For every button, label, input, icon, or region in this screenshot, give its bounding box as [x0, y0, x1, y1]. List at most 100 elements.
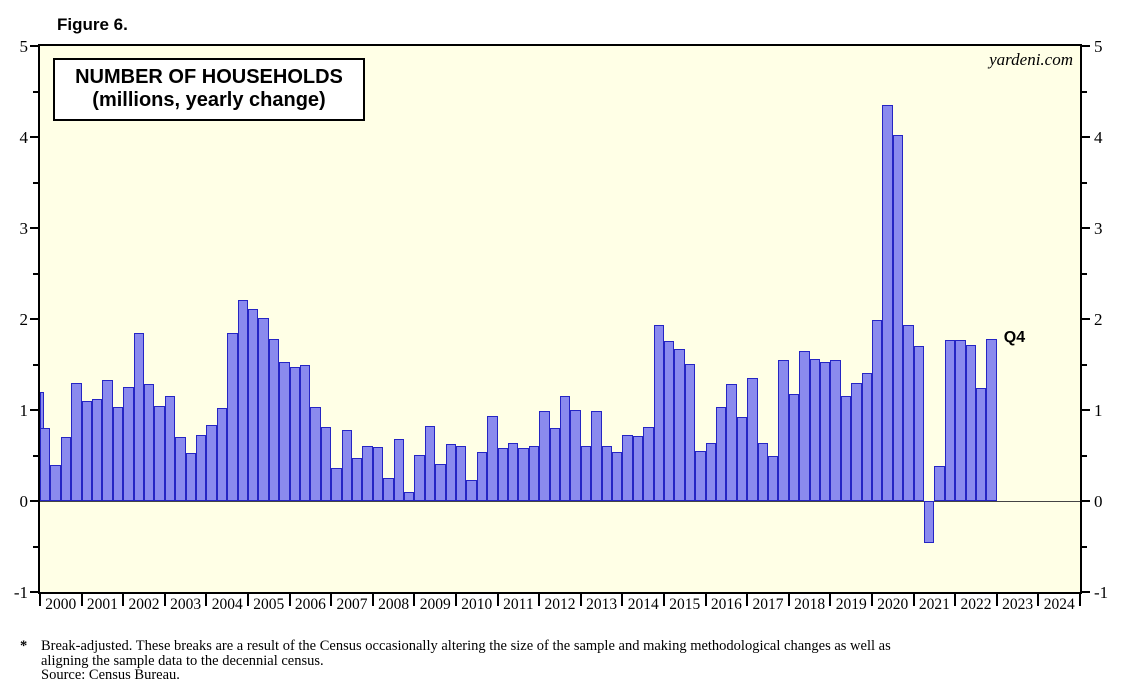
- bar-2004-q4: [237, 299, 248, 501]
- bar-2006-q2: [300, 365, 311, 501]
- x-axis-label-2013: 2013: [586, 596, 618, 613]
- x-year-tick-2007: [330, 594, 333, 606]
- y-axis-label-left-4: 4: [19, 128, 29, 147]
- x-year-tick-2024: [1037, 594, 1040, 606]
- y-major-tick-left-5: [30, 45, 38, 47]
- y-axis-label-right-0: 0: [1094, 492, 1103, 511]
- x-year-tick-2023: [995, 594, 998, 606]
- y-axis-label-right-1: 1: [1094, 401, 1103, 420]
- x-axis-label-2010: 2010: [461, 596, 493, 613]
- y-minor-tick-right-0.5: [1082, 454, 1087, 457]
- bar-2019-q4: [861, 372, 872, 501]
- bar-2011-q2: [508, 442, 519, 501]
- x-year-tick-2003: [163, 594, 166, 606]
- y-minor-tick-left-2.5: [33, 272, 38, 275]
- y-axis-label-right-4: 4: [1094, 128, 1103, 147]
- bar-2021-q4: [944, 339, 956, 501]
- x-axis-label-2024: 2024: [1043, 596, 1075, 613]
- bar-2016-q4: [736, 417, 748, 501]
- bar-2015-q3: [684, 363, 696, 501]
- x-axis-label-2002: 2002: [128, 596, 160, 613]
- bar-2008-q2: [383, 478, 394, 502]
- bar-2000-q3: [60, 437, 72, 501]
- bar-2009-q3: [435, 463, 446, 501]
- bar-2014-q3: [643, 427, 654, 501]
- y-minor-tick-right--0.5: [1082, 545, 1087, 548]
- bar-2000-q2: [50, 464, 61, 501]
- bar-2011-q1: [497, 448, 508, 501]
- bar-2021-q3: [934, 465, 945, 501]
- bar-2010-q2: [466, 480, 477, 501]
- bar-2002-q3: [144, 383, 155, 501]
- chart-subtitle: (millions, yearly change): [92, 89, 326, 111]
- bar-2012-q4: [570, 410, 581, 501]
- footnote-line-3: Source: Census Bureau.: [41, 667, 180, 683]
- bar-2015-q2: [674, 349, 685, 501]
- y-axis-label-right-3: 3: [1094, 219, 1103, 238]
- x-year-tick-2019: [829, 594, 832, 606]
- bar-2000-q1: [40, 428, 51, 501]
- bar-2006-q4: [320, 427, 332, 501]
- bar-2007-q1: [331, 468, 342, 501]
- bar-2016-q3: [726, 383, 737, 501]
- y-minor-tick-left-4.5: [33, 90, 38, 93]
- y-major-tick-right-2: [1082, 318, 1090, 320]
- y-major-tick-right-4: [1082, 136, 1090, 138]
- x-year-tick-2021: [912, 594, 915, 606]
- bar-2022-q3: [976, 388, 987, 501]
- bar-2017-q1: [747, 378, 758, 501]
- y-axis-label-left-0: 0: [19, 492, 29, 511]
- footnote-line-2: aligning the sample data to the decennia…: [41, 652, 324, 669]
- x-axis-label-2016: 2016: [710, 596, 742, 613]
- bar-2004-q3: [227, 332, 238, 501]
- y-major-tick-right-5: [1082, 45, 1090, 47]
- plot-area: NUMBER OF HOUSEHOLDS (millions, yearly c…: [38, 44, 1082, 594]
- y-major-tick-right-1: [1082, 409, 1090, 411]
- footnote-line-1: Break-adjusted. These breaks are a resul…: [41, 638, 891, 654]
- bar-2020-q4: [903, 324, 914, 501]
- bar-2018-q1: [788, 393, 800, 501]
- x-year-tick-2001: [80, 594, 83, 606]
- x-year-tick-2011: [496, 594, 499, 606]
- bar-2020-q2: [882, 105, 893, 501]
- bar-2005-q3: [268, 339, 280, 501]
- x-axis-label-2001: 2001: [86, 596, 118, 613]
- bar-2005-q4: [279, 361, 290, 501]
- x-year-tick-2014: [621, 594, 624, 606]
- x-axis-label-2015: 2015: [669, 596, 701, 613]
- bar-2019-q3: [851, 382, 862, 501]
- x-year-tick-2017: [746, 594, 749, 606]
- bar-2007-q3: [352, 458, 363, 501]
- bar-2009-q1: [414, 454, 425, 501]
- bar-2011-q4: [528, 445, 540, 501]
- bar-2010-q3: [476, 451, 488, 501]
- bar-2015-q1: [664, 340, 675, 501]
- bar-2007-q2: [341, 430, 352, 501]
- bar-2001-q1: [81, 400, 92, 501]
- x-axis-label-2003: 2003: [170, 596, 202, 613]
- bar-2021-q2: [924, 501, 935, 543]
- x-axis-label-2011: 2011: [503, 596, 534, 613]
- x-axis-label-2021: 2021: [918, 596, 950, 613]
- y-minor-tick-left-0.5: [33, 454, 38, 457]
- bar-2010-q1: [456, 445, 467, 501]
- bar-2000-q4: [71, 382, 82, 501]
- bar-2022-q4: [986, 339, 997, 501]
- y-minor-tick-right-3.5: [1082, 181, 1087, 184]
- x-year-tick-2015: [663, 594, 665, 606]
- bar-2017-q3: [768, 455, 779, 501]
- bar-2008-q1: [372, 447, 384, 501]
- y-major-tick-left--1: [30, 591, 38, 593]
- bar-2018-q4: [820, 361, 831, 501]
- y-major-tick-right-0: [1082, 500, 1090, 502]
- x-year-tick-2010: [455, 594, 457, 606]
- bar-2020-q1: [872, 319, 883, 501]
- bar-2014-q1: [622, 434, 633, 501]
- y-minor-tick-left-1.5: [33, 363, 38, 366]
- bar-2006-q3: [310, 407, 321, 501]
- x-year-tick-2008: [371, 594, 374, 606]
- y-major-tick-left-1: [30, 409, 38, 411]
- x-axis-label-2009: 2009: [419, 596, 451, 613]
- x-axis-label-2005: 2005: [253, 596, 285, 613]
